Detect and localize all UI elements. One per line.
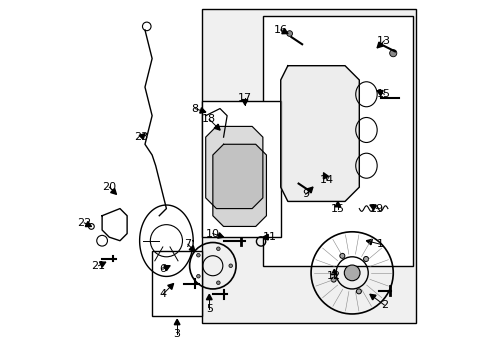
Polygon shape: [168, 284, 173, 289]
Polygon shape: [242, 100, 248, 105]
Bar: [152, 251, 202, 316]
Text: 6: 6: [159, 264, 166, 274]
Polygon shape: [370, 205, 376, 210]
Text: 23: 23: [134, 132, 148, 142]
Text: 9: 9: [302, 189, 309, 199]
Polygon shape: [218, 233, 223, 238]
Text: 7: 7: [184, 239, 192, 249]
Circle shape: [340, 253, 345, 258]
Polygon shape: [377, 90, 383, 96]
Circle shape: [229, 264, 232, 267]
Text: 12: 12: [327, 271, 342, 282]
Polygon shape: [206, 126, 263, 208]
Polygon shape: [377, 42, 383, 48]
Polygon shape: [164, 266, 170, 271]
Polygon shape: [323, 173, 328, 179]
Polygon shape: [200, 108, 206, 113]
Polygon shape: [370, 294, 376, 300]
Bar: [263, 16, 413, 266]
Text: 8: 8: [192, 104, 198, 113]
Text: 20: 20: [102, 182, 116, 192]
Text: 16: 16: [274, 25, 288, 35]
Circle shape: [217, 281, 220, 284]
Text: 15: 15: [331, 203, 345, 213]
Text: 5: 5: [206, 303, 213, 314]
Text: 21: 21: [92, 261, 106, 271]
Circle shape: [196, 253, 200, 257]
Polygon shape: [214, 124, 220, 130]
Polygon shape: [85, 221, 92, 226]
Text: 11: 11: [263, 232, 277, 242]
Polygon shape: [99, 262, 106, 267]
Text: 15: 15: [377, 89, 392, 99]
Polygon shape: [281, 66, 359, 202]
Circle shape: [217, 247, 220, 251]
Text: 13: 13: [377, 36, 392, 46]
Text: 19: 19: [370, 203, 384, 213]
Polygon shape: [335, 202, 341, 207]
Bar: [202, 102, 281, 237]
Circle shape: [331, 277, 336, 282]
Text: 2: 2: [381, 300, 388, 310]
Circle shape: [344, 265, 360, 281]
Polygon shape: [367, 239, 372, 245]
Text: 10: 10: [206, 229, 220, 239]
Polygon shape: [111, 189, 117, 194]
Polygon shape: [213, 144, 267, 226]
Circle shape: [390, 50, 397, 57]
Polygon shape: [189, 246, 195, 251]
Polygon shape: [307, 187, 313, 193]
Polygon shape: [139, 134, 145, 139]
Polygon shape: [282, 28, 288, 34]
Circle shape: [287, 31, 293, 36]
Circle shape: [196, 274, 200, 278]
Text: 22: 22: [77, 218, 91, 228]
Text: 1: 1: [377, 239, 384, 249]
Text: 3: 3: [173, 329, 181, 339]
Text: 17: 17: [238, 93, 252, 103]
Bar: [202, 9, 416, 323]
Polygon shape: [206, 294, 212, 300]
Text: 18: 18: [202, 114, 217, 124]
Circle shape: [364, 256, 368, 261]
Circle shape: [356, 289, 362, 294]
Polygon shape: [263, 234, 268, 240]
Polygon shape: [331, 269, 337, 275]
Polygon shape: [174, 319, 180, 325]
Text: 4: 4: [159, 289, 167, 299]
Text: 14: 14: [320, 175, 334, 185]
